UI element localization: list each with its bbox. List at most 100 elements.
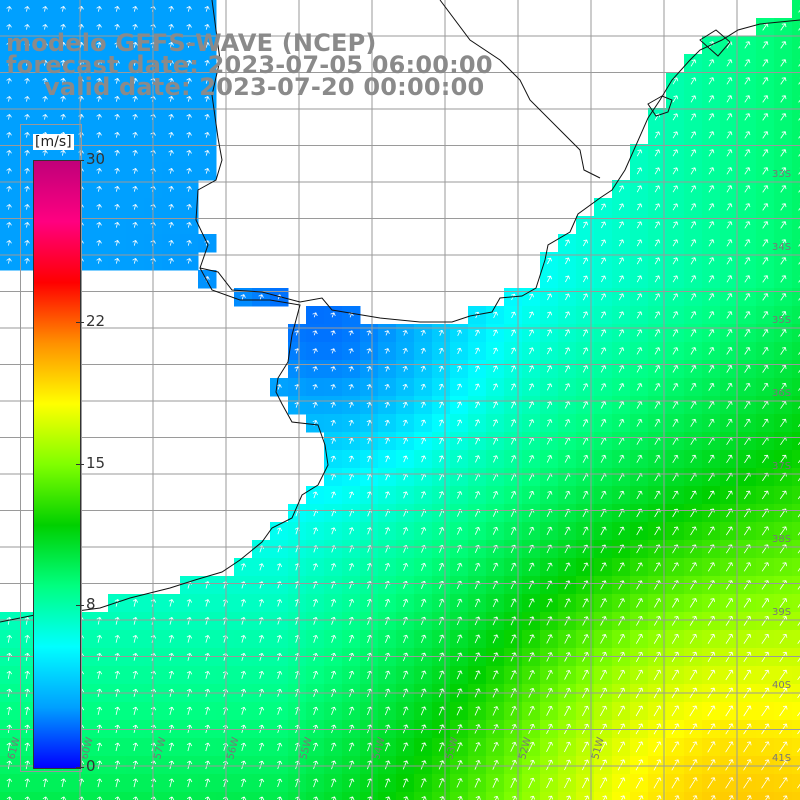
wind-arrow xyxy=(528,741,535,752)
wind-arrow xyxy=(798,423,800,428)
wind-arrow xyxy=(762,293,769,301)
wind-arrow xyxy=(439,491,445,499)
wind-arrow xyxy=(672,383,679,391)
wind-arrow xyxy=(529,311,535,319)
latitude-label: 38S xyxy=(772,534,791,545)
wind-arrow xyxy=(240,778,247,788)
wind-arrow xyxy=(797,585,800,590)
wind-arrow xyxy=(42,796,49,800)
wind-arrow xyxy=(132,96,138,102)
wind-arrow xyxy=(779,705,788,717)
wind-arrow xyxy=(744,293,751,301)
wind-arrow xyxy=(599,777,608,789)
wind-arrow xyxy=(582,329,589,337)
wind-arrow xyxy=(797,495,800,500)
wind-arrow xyxy=(96,168,102,174)
wind-arrow xyxy=(132,132,138,138)
wind-arrow xyxy=(114,258,120,264)
wind-arrow xyxy=(654,383,661,391)
wind-arrow xyxy=(654,490,661,500)
wind-arrow xyxy=(636,311,643,319)
wind-arrow xyxy=(690,257,697,265)
wind-arrow xyxy=(653,705,662,717)
wind-arrow xyxy=(726,167,733,175)
wind-arrow xyxy=(692,795,698,800)
wind-speed-cell xyxy=(234,792,253,800)
wind-arrow xyxy=(474,401,481,409)
wind-arrow xyxy=(582,634,589,644)
wind-arrow xyxy=(547,311,553,319)
wind-arrow xyxy=(6,670,13,679)
wind-arrow xyxy=(565,275,571,283)
wind-arrow xyxy=(186,706,193,716)
wind-arrow xyxy=(475,795,481,800)
wind-speed-cell xyxy=(486,792,505,800)
wind-arrow xyxy=(780,185,787,193)
wind-arrow xyxy=(708,95,715,103)
wind-arrow xyxy=(204,132,210,138)
wind-arrow xyxy=(24,204,30,210)
wind-arrow xyxy=(24,186,30,192)
wind-speed-cell xyxy=(414,792,433,800)
wind-arrow xyxy=(132,670,139,679)
wind-arrow xyxy=(725,598,734,608)
wind-arrow xyxy=(744,113,751,121)
wind-arrow xyxy=(780,23,787,31)
wind-speed-cell xyxy=(72,792,91,800)
wind-arrow xyxy=(402,778,409,788)
wind-arrow xyxy=(132,114,138,120)
wind-arrow xyxy=(240,670,247,679)
wind-arrow xyxy=(600,383,607,391)
wind-arrow xyxy=(96,114,102,120)
wind-arrow xyxy=(797,567,800,572)
wind-arrow xyxy=(6,96,12,102)
wind-arrow xyxy=(6,634,13,643)
wind-arrow xyxy=(312,491,318,499)
wind-arrow xyxy=(618,347,625,355)
wind-arrow xyxy=(780,257,787,265)
wind-arrow xyxy=(618,311,625,319)
wind-arrow xyxy=(330,330,336,336)
wind-arrow xyxy=(708,59,715,67)
wind-arrow xyxy=(456,706,463,716)
wind-arrow xyxy=(618,454,625,463)
wind-arrow xyxy=(744,203,751,211)
wind-arrow xyxy=(313,706,319,716)
wind-arrow xyxy=(439,796,445,800)
wind-arrow xyxy=(636,347,643,355)
wind-arrow xyxy=(780,41,787,49)
wind-speed-cell xyxy=(792,432,800,451)
wind-arrow xyxy=(510,311,516,319)
wind-arrow xyxy=(24,132,30,138)
wind-arrow xyxy=(546,741,553,752)
wind-arrow xyxy=(114,222,120,228)
wind-arrow xyxy=(743,526,751,536)
wind-arrow xyxy=(635,777,644,789)
wind-arrow xyxy=(708,221,715,229)
wind-arrow xyxy=(762,257,769,265)
wind-arrow xyxy=(114,114,120,120)
wind-arrow xyxy=(564,741,571,753)
wind-arrow xyxy=(528,490,535,499)
wind-arrow xyxy=(312,527,319,535)
wind-arrow xyxy=(492,598,499,608)
wind-arrow xyxy=(60,78,66,84)
wind-arrow xyxy=(6,796,13,800)
wind-arrow xyxy=(492,562,499,572)
wind-arrow xyxy=(636,329,643,337)
wind-arrow xyxy=(24,96,30,102)
wind-speed-cell xyxy=(792,594,800,613)
colorbar-tick-label: 15 xyxy=(86,453,106,472)
wind-speed-cell xyxy=(540,792,559,800)
wind-arrow xyxy=(797,441,800,446)
wind-arrow xyxy=(636,454,643,463)
wind-arrow xyxy=(707,562,715,572)
wind-arrow xyxy=(60,6,66,12)
wind-arrow xyxy=(798,59,800,67)
wind-arrow xyxy=(384,419,390,426)
wind-arrow xyxy=(618,490,625,500)
wind-arrow xyxy=(797,765,800,771)
wind-arrow xyxy=(672,113,679,121)
wind-arrow xyxy=(798,347,800,355)
wind-arrow xyxy=(276,527,283,535)
